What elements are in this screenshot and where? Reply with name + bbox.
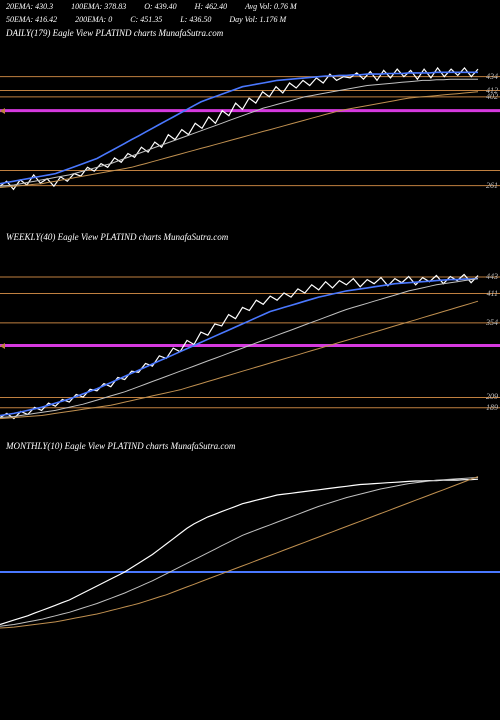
- series-ema100-1: [0, 301, 478, 418]
- chart-svg-2: [0, 453, 500, 648]
- level-label-0-0: 434: [486, 73, 498, 81]
- header-row1: 20EMA: 430.3 100EMA: 378.83 O: 439.40 H: 46…: [0, 0, 500, 13]
- level-label-1-5: 189: [486, 404, 498, 412]
- level-label-1-2: 354: [486, 319, 498, 327]
- marker-triangle-1: [0, 343, 5, 349]
- header-item-100ema: 100EMA: 378.83: [71, 2, 126, 11]
- series-ema-b-2: [0, 477, 478, 628]
- chart-block-0: 434412402261: [0, 40, 500, 230]
- level-label-0-5: 261: [486, 182, 498, 190]
- header-item-200ema: 200EMA: 0: [75, 15, 112, 24]
- header-item-dayvol: Day Vol: 1.176 M: [229, 15, 286, 24]
- level-label-1-4: 209: [486, 393, 498, 401]
- marker-triangle-0: [0, 108, 5, 114]
- header-item-h: H: 462.40: [195, 2, 227, 11]
- series-ema20-1: [0, 279, 478, 416]
- chart-svg-1: [0, 244, 500, 439]
- series-ema-a-2: [0, 478, 478, 627]
- chart-block-1: 443 411 354 209 189: [0, 244, 500, 439]
- header-item-50ema: 50EMA: 416.42: [6, 15, 57, 24]
- chart-title-0: DAILY(179) Eagle View PLATIND charts Mun…: [0, 26, 500, 40]
- chart-title-1: WEEKLY(40) Eagle View PLATIND charts Mun…: [0, 230, 500, 244]
- series-ema20-0: [0, 72, 478, 183]
- header-item-20ema: 20EMA: 430.3: [6, 2, 53, 11]
- header-item-c: C: 451.35: [130, 15, 162, 24]
- header-item-o: O: 439.40: [144, 2, 176, 11]
- chart-block-2: [0, 453, 500, 648]
- chart-title-2: MONTHLY(10) Eagle View PLATIND charts Mu…: [0, 439, 500, 453]
- level-label-0-2: 402: [486, 93, 498, 101]
- header-item-l: L: 436.50: [180, 15, 211, 24]
- level-label-1-0: 443: [486, 273, 498, 281]
- series-ema50-1: [0, 279, 478, 418]
- header-row2: 50EMA: 416.42 200EMA: 0 C: 451.35 L: 436.50…: [0, 13, 500, 26]
- series-price-2: [0, 479, 478, 624]
- chart-svg-0: [0, 40, 500, 230]
- series-price-0: [0, 68, 478, 189]
- header-item-avgvol: Avg Vol: 0.76 M: [245, 2, 297, 11]
- level-label-1-1: 411: [487, 290, 498, 298]
